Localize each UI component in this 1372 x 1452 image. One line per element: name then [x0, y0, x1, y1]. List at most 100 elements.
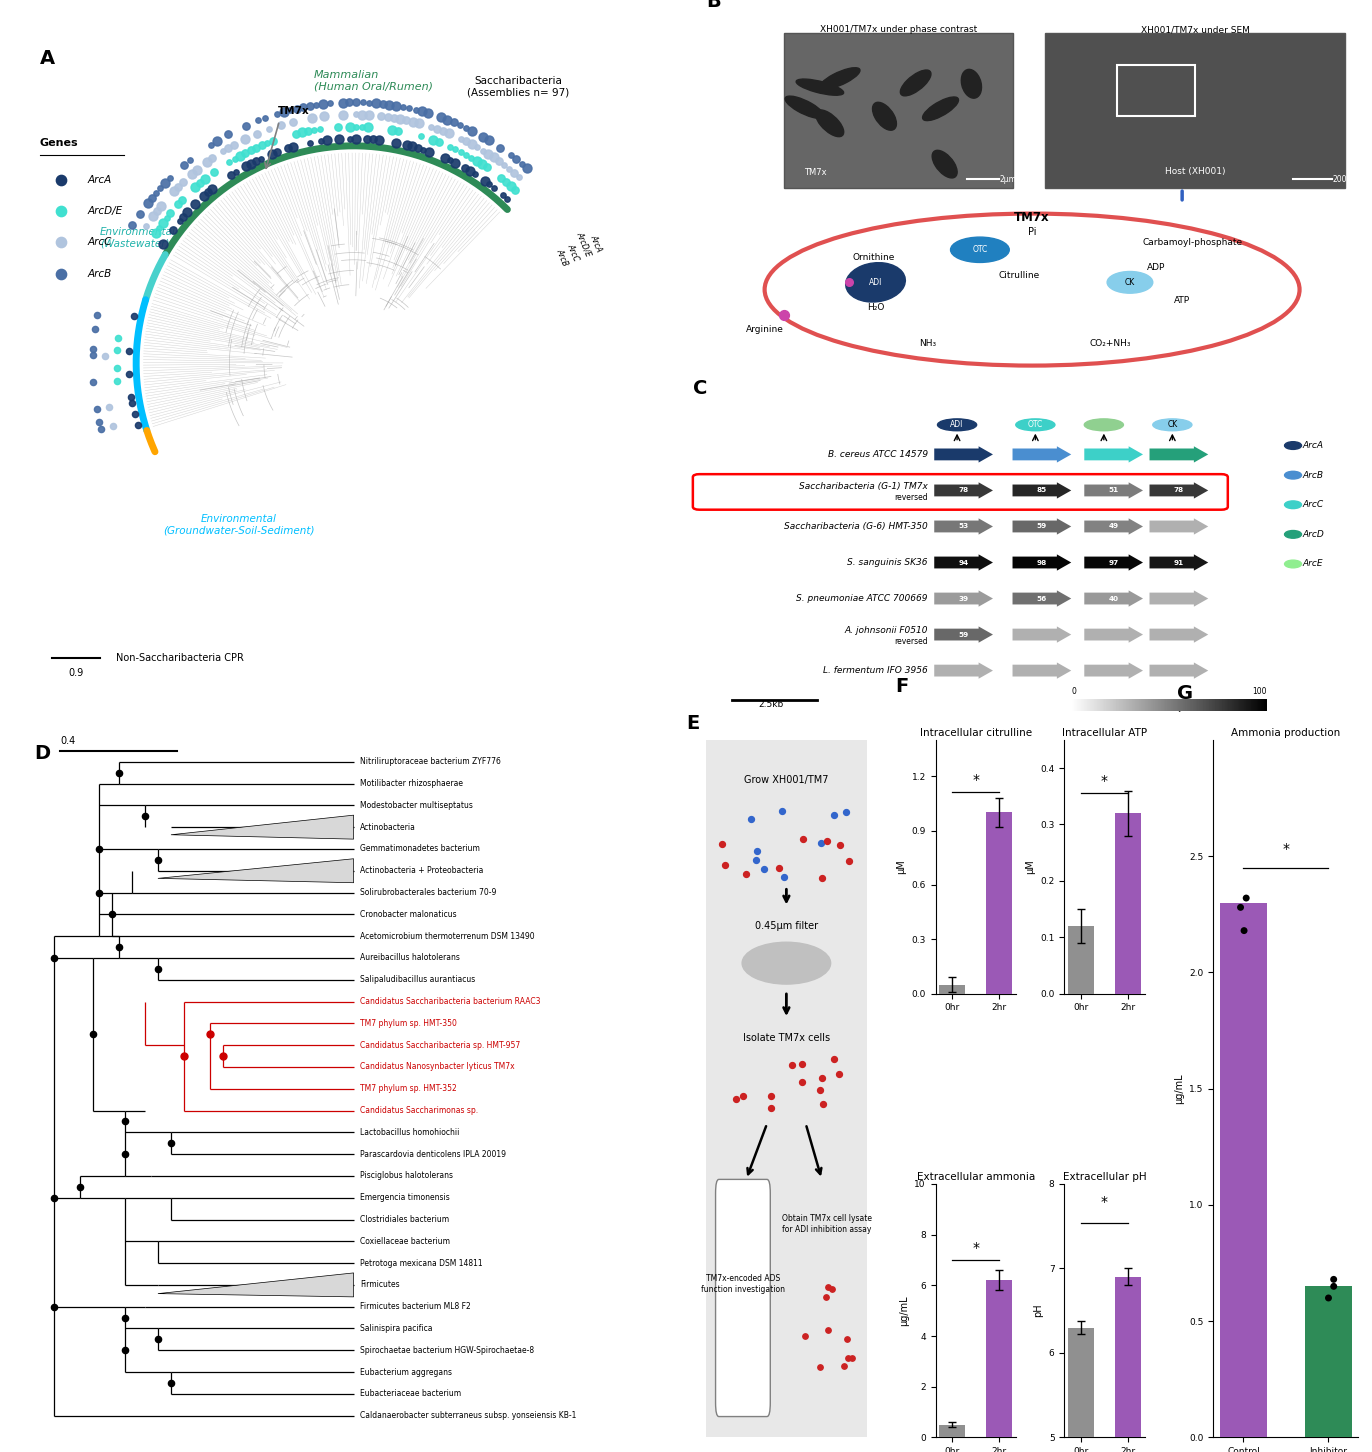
FancyArrow shape — [934, 662, 993, 678]
Point — [381, 118, 403, 141]
Text: Cronobacter malonaticus: Cronobacter malonaticus — [359, 910, 457, 919]
Point — [344, 115, 366, 138]
Point — [461, 119, 483, 142]
Point — [187, 158, 209, 182]
Point — [43, 1295, 64, 1318]
Point — [123, 402, 145, 425]
Point — [235, 128, 257, 151]
Point — [283, 135, 305, 158]
FancyArrow shape — [1084, 662, 1143, 678]
FancyArrow shape — [1150, 518, 1209, 534]
Point — [88, 881, 110, 905]
Point — [123, 305, 145, 328]
Text: 2μm: 2μm — [999, 174, 1017, 184]
Point — [735, 862, 757, 886]
Point — [292, 96, 314, 119]
Text: Actinobacteria + Proteobacteria: Actinobacteria + Proteobacteria — [359, 867, 483, 876]
Point — [499, 174, 521, 197]
Text: ArcD: ArcD — [1303, 530, 1324, 539]
Text: CK: CK — [1125, 277, 1135, 287]
Point — [434, 147, 456, 170]
Point — [357, 115, 379, 138]
Text: NH₃: NH₃ — [919, 340, 936, 348]
Text: 78: 78 — [959, 488, 969, 494]
Point — [370, 105, 392, 128]
Point — [461, 147, 483, 170]
Point — [428, 131, 450, 154]
Text: 0.9: 0.9 — [69, 668, 84, 678]
Text: Eubacteriaceae bacterium: Eubacteriaceae bacterium — [359, 1390, 461, 1398]
Point — [372, 93, 394, 116]
Point — [240, 152, 262, 176]
Point — [152, 211, 174, 234]
Point — [443, 110, 465, 134]
Point — [436, 107, 458, 131]
Title: Ammonia production: Ammonia production — [1231, 727, 1340, 738]
Text: 51: 51 — [1109, 488, 1118, 494]
FancyArrow shape — [1084, 482, 1143, 498]
Text: Emergencia timonensis: Emergencia timonensis — [359, 1194, 450, 1202]
Text: Obtain TM7x cell lysate
for ADI inhibition assay: Obtain TM7x cell lysate for ADI inhibiti… — [782, 1214, 871, 1234]
Point — [383, 106, 405, 129]
FancyArrow shape — [934, 446, 993, 463]
Point — [724, 1088, 746, 1111]
Bar — [1067, 1327, 1093, 1452]
Text: S. pneumoniae ATCC 700669: S. pneumoniae ATCC 700669 — [796, 594, 927, 603]
Point — [148, 216, 170, 240]
Point — [811, 867, 833, 890]
Point — [753, 858, 775, 881]
Point — [93, 344, 115, 367]
Point — [792, 1070, 814, 1093]
Point — [332, 103, 354, 126]
Point — [235, 113, 257, 136]
Point — [472, 125, 494, 148]
Text: F: F — [896, 677, 908, 696]
FancyArrow shape — [1150, 662, 1209, 678]
Point — [1317, 1286, 1339, 1310]
Point — [43, 1186, 64, 1210]
Point — [477, 142, 499, 166]
Point — [114, 1305, 136, 1329]
Point — [84, 317, 106, 340]
Point — [262, 129, 284, 152]
Point — [439, 148, 461, 171]
Point — [247, 109, 269, 132]
Point — [760, 1096, 782, 1119]
Text: 53: 53 — [959, 524, 969, 530]
Point — [418, 139, 440, 163]
Point — [126, 414, 148, 437]
FancyArrow shape — [1013, 446, 1072, 463]
Point — [490, 167, 512, 190]
Point — [202, 147, 224, 170]
Point — [429, 106, 451, 129]
Point — [454, 116, 476, 139]
Text: CO₂+NH₃: CO₂+NH₃ — [1089, 340, 1131, 348]
Point — [193, 167, 215, 190]
Ellipse shape — [937, 418, 977, 431]
Point — [172, 189, 193, 212]
Point — [344, 103, 366, 126]
FancyBboxPatch shape — [716, 1179, 770, 1417]
Text: TM7 phylum sp. HMT-352: TM7 phylum sp. HMT-352 — [359, 1085, 457, 1093]
Point — [121, 213, 143, 237]
Point — [107, 327, 129, 350]
Title: Intracellular citrulline: Intracellular citrulline — [919, 727, 1032, 738]
Point — [161, 1131, 182, 1154]
Point — [405, 99, 427, 122]
Text: Genes: Genes — [40, 138, 78, 148]
FancyArrow shape — [1084, 591, 1143, 607]
FancyArrow shape — [934, 591, 993, 607]
Text: AA Identity (%): AA Identity (%) — [1140, 703, 1198, 711]
Text: Candidatus Saccharibacteria sp. HMT-957: Candidatus Saccharibacteria sp. HMT-957 — [359, 1041, 520, 1050]
Point — [213, 1044, 235, 1067]
Point — [192, 184, 214, 208]
Text: TM7x-encoded ADS
function investigation: TM7x-encoded ADS function investigation — [701, 1275, 785, 1294]
Text: Host (XH001): Host (XH001) — [1165, 167, 1225, 176]
Point — [490, 136, 512, 160]
Text: 78: 78 — [1174, 488, 1184, 494]
Point — [313, 105, 335, 128]
Point — [220, 164, 241, 187]
Text: ArcC: ArcC — [1303, 501, 1324, 510]
Point — [427, 118, 449, 141]
Point — [456, 129, 477, 152]
